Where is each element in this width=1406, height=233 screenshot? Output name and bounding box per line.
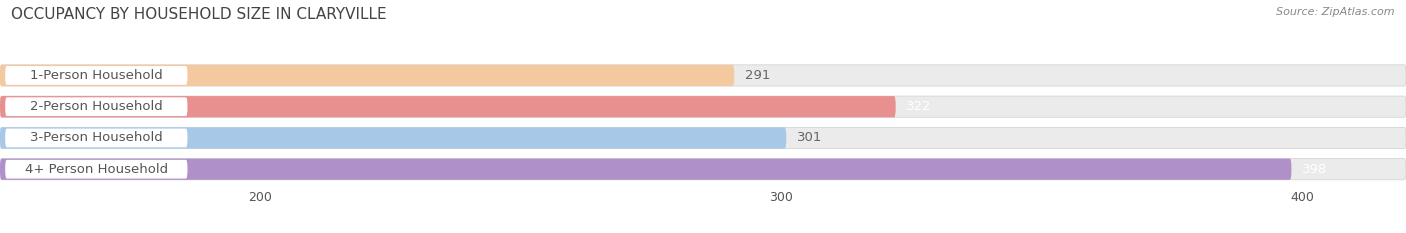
FancyBboxPatch shape — [0, 127, 786, 149]
FancyBboxPatch shape — [0, 96, 896, 117]
FancyBboxPatch shape — [6, 97, 187, 116]
Text: 291: 291 — [745, 69, 770, 82]
FancyBboxPatch shape — [0, 65, 1406, 86]
FancyBboxPatch shape — [0, 127, 1406, 149]
Text: 4+ Person Household: 4+ Person Household — [25, 163, 167, 176]
Text: 1-Person Household: 1-Person Household — [30, 69, 163, 82]
FancyBboxPatch shape — [0, 159, 1406, 180]
Text: Source: ZipAtlas.com: Source: ZipAtlas.com — [1277, 7, 1395, 17]
FancyBboxPatch shape — [0, 159, 1292, 180]
FancyBboxPatch shape — [0, 65, 734, 86]
Text: 2-Person Household: 2-Person Household — [30, 100, 163, 113]
Text: 322: 322 — [905, 100, 932, 113]
FancyBboxPatch shape — [6, 66, 187, 85]
Text: 301: 301 — [797, 131, 823, 144]
FancyBboxPatch shape — [0, 96, 1406, 117]
Text: 398: 398 — [1302, 163, 1327, 176]
FancyBboxPatch shape — [6, 160, 187, 178]
FancyBboxPatch shape — [6, 129, 187, 147]
Text: OCCUPANCY BY HOUSEHOLD SIZE IN CLARYVILLE: OCCUPANCY BY HOUSEHOLD SIZE IN CLARYVILL… — [11, 7, 387, 22]
Text: 3-Person Household: 3-Person Household — [30, 131, 163, 144]
